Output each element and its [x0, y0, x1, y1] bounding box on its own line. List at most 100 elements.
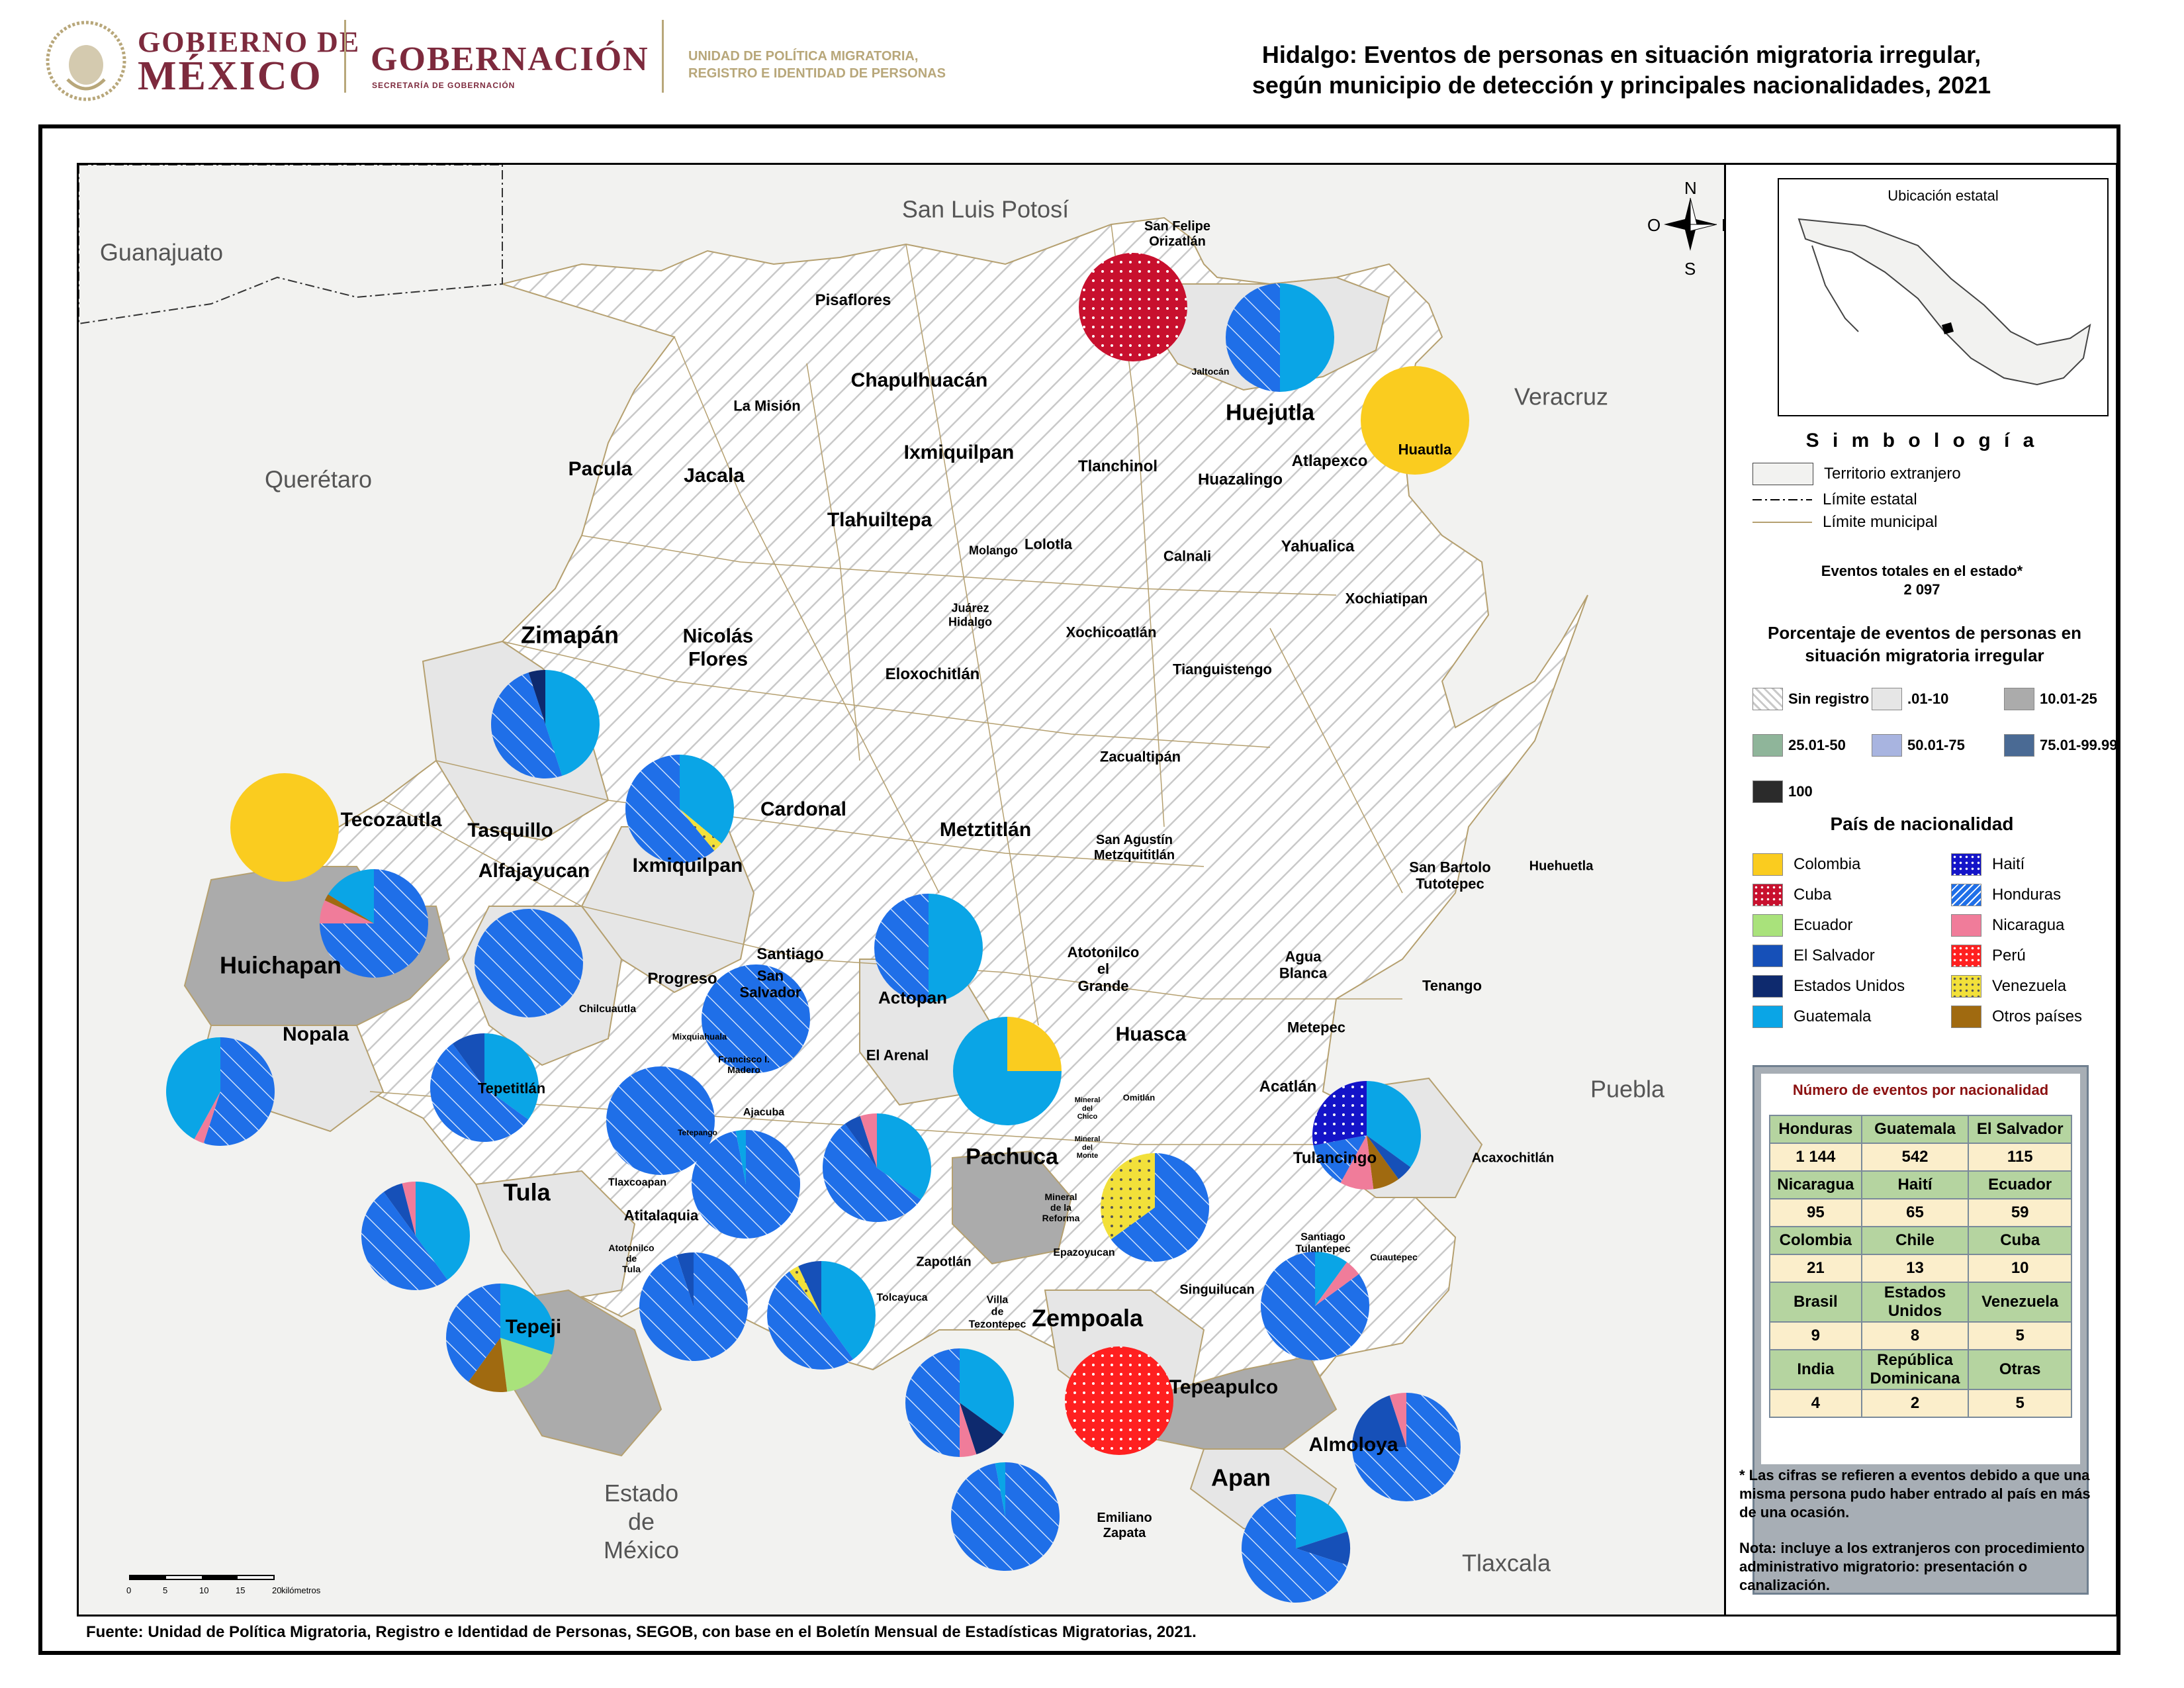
outer-frame [38, 124, 2120, 1655]
muni-label-villa: Villa de Tezontepec [968, 1294, 1026, 1331]
pie-slice-guatemala [166, 1037, 220, 1139]
legend-state-limit: Límite estatal [1752, 491, 1917, 509]
pie-slice-el-salvador [1367, 1135, 1411, 1180]
muni-label-alfajayucan: Alfajayucan [478, 859, 590, 882]
pct-item: 50.01-75 [1872, 734, 1965, 757]
nat-item: Perú [1951, 945, 2026, 967]
muni-label-cardonal: Cardonal [760, 798, 847, 820]
pie-slice-honduras [491, 673, 563, 778]
nat-table-value: 10 [1968, 1254, 2072, 1283]
unidad-line1: UNIDAD DE POLÍTICA MIGRATORIA, [688, 49, 919, 64]
pie-slice-cuba [1079, 253, 1187, 361]
pie-tulancingo [1312, 1081, 1421, 1190]
pie-slice-colombia [230, 773, 339, 882]
compass-o: O [1647, 215, 1661, 235]
pie-slice-el-salvador [676, 1252, 694, 1307]
muni-label-atotonilcotula: Atotonilco de Tula [608, 1242, 655, 1275]
pie-slice-el-salvador [1296, 1531, 1350, 1566]
pie-slice-honduras [361, 1192, 448, 1290]
pct-item: 10.01-25 [2004, 688, 2097, 710]
external-label-puebla: Puebla [1590, 1075, 1665, 1103]
muni-label-zimapan: Zimapán [520, 621, 619, 649]
muni-label-apan: Apan [1211, 1464, 1271, 1491]
pie-slice-honduras [1242, 1494, 1347, 1603]
muni-label-ixmiquilpan_n: Ixmiquilpan [903, 441, 1015, 463]
nat-table-value: 4 [1769, 1389, 1862, 1418]
muni-label-francisco: Francisco I. Madero [718, 1053, 770, 1075]
muni-label-progreso: Progreso [647, 970, 717, 988]
pie-slice-honduras [203, 1037, 275, 1146]
nat-table-value: 9 [1769, 1321, 1862, 1350]
muni-label-mineralchico: Mineral del Chico [1074, 1096, 1101, 1121]
pie-slice-honduras [1111, 1153, 1209, 1262]
nat-table-value: 95 [1769, 1198, 1862, 1227]
external-label-edomex: Estado de México [603, 1479, 680, 1564]
pct-item: 25.01-50 [1752, 734, 1846, 757]
muni-label-metztitlan: Metztitlán [939, 818, 1032, 841]
pie-slice-honduras [430, 1043, 529, 1143]
gobernacion-logo: GOBERNACIÓN [371, 40, 649, 78]
muni-label-zacualtipan: Zacualtipán [1099, 748, 1181, 765]
muni-label-epazoyucan: Epazoyucan [1053, 1246, 1115, 1258]
muni-label-eloxochitlan: Eloxochitlán [885, 665, 980, 684]
nat-item: Nicaragua [1951, 914, 2064, 937]
pie-huejutla [1226, 283, 1334, 392]
nat-item: Estados Unidos [1752, 975, 1905, 998]
title-line2: según municipio de detección y principal… [1251, 71, 1991, 99]
nat-table-value: 59 [1968, 1198, 2072, 1227]
header-divider [344, 20, 346, 93]
pie-ajacuba [691, 1130, 800, 1239]
pie-slice-otros-países [324, 894, 374, 923]
pachuca-area [952, 1150, 1073, 1265]
simbologia-title: S i m b o l o g í a [1805, 430, 2038, 451]
muni-label-mineralmonte: Mineral del Monte [1074, 1135, 1101, 1160]
pie-ixmiquilpan [625, 755, 734, 863]
pie-huautla [1361, 366, 1469, 475]
nat-item: Guatemala [1752, 1006, 1871, 1028]
legend-foreign: Territorio extranjero [1752, 463, 1961, 485]
tula-area [475, 1170, 636, 1305]
pie-slice-guatemala [1296, 1494, 1347, 1548]
scale-unit: kilómetros [281, 1585, 321, 1595]
pie-slice-venezuela [680, 809, 722, 851]
pie-slice-guatemala [500, 1283, 555, 1355]
coat-of-arms-logo [46, 21, 126, 101]
header-divider-2 [662, 20, 664, 93]
scale-bar: 0 5 10 15 20 kilómetros [122, 1575, 347, 1608]
pie-slice-el-salvador [798, 1261, 821, 1315]
pie-slice-colombia [1007, 1017, 1062, 1071]
nat-table-value: 2 [1860, 1389, 1970, 1418]
pie-emiliano [951, 1462, 1060, 1571]
pie-slice-guatemala [1315, 1252, 1347, 1306]
pie-slice-estados-unidos [960, 1403, 1004, 1454]
nat-table-value: 21 [1769, 1254, 1862, 1283]
pie-slice-venezuela [1101, 1153, 1155, 1240]
compass-rose: N S E O [1647, 178, 1724, 279]
muni-label-lolotla: Lolotla [1024, 536, 1073, 553]
pie-tepetitlan [430, 1033, 539, 1143]
muni-label-acatlan: Acatlán [1259, 1078, 1317, 1096]
nat-table-value: 13 [1860, 1254, 1970, 1283]
secretaria-label: SECRETARÍA DE GOBERNACIÓN [372, 81, 516, 90]
nat-item: Honduras [1951, 884, 2061, 906]
pie-slice-otros-países [468, 1338, 508, 1392]
pie-slice-honduras [1261, 1252, 1369, 1360]
nat-table-country: Estados Unidos [1860, 1282, 1970, 1323]
nat-table-country: Colombia [1769, 1226, 1862, 1255]
unidad-label: UNIDAD DE POLÍTICA MIGRATORIA, REGISTRO … [688, 48, 946, 82]
external-label-tlaxcala: Tlaxcala [1461, 1549, 1551, 1577]
muni-label-atotonilco_g: Atotonilco el Grande [1067, 944, 1140, 994]
nat-table-country: Haití [1860, 1170, 1970, 1199]
muni-label-juarez: Juárez Hidalgo [948, 601, 992, 628]
pie-slice-perú [1065, 1346, 1173, 1455]
pie-slice-otros-países [1367, 1135, 1399, 1190]
muni-label-jaltocan: Jaltocán [1191, 365, 1230, 377]
pie-nopala [166, 1037, 275, 1146]
pie-slice-honduras [639, 1252, 748, 1361]
compass-e: E [1721, 215, 1724, 236]
nat-table-title: Número de eventos por nacionalidad [1792, 1082, 2049, 1098]
muni-label-atlapexco: Atlapexco [1291, 452, 1368, 471]
pie-slice-nicaragua [960, 1403, 977, 1457]
pie-slice-honduras [475, 909, 583, 1017]
pie-slice-guatemala [960, 1348, 1014, 1435]
